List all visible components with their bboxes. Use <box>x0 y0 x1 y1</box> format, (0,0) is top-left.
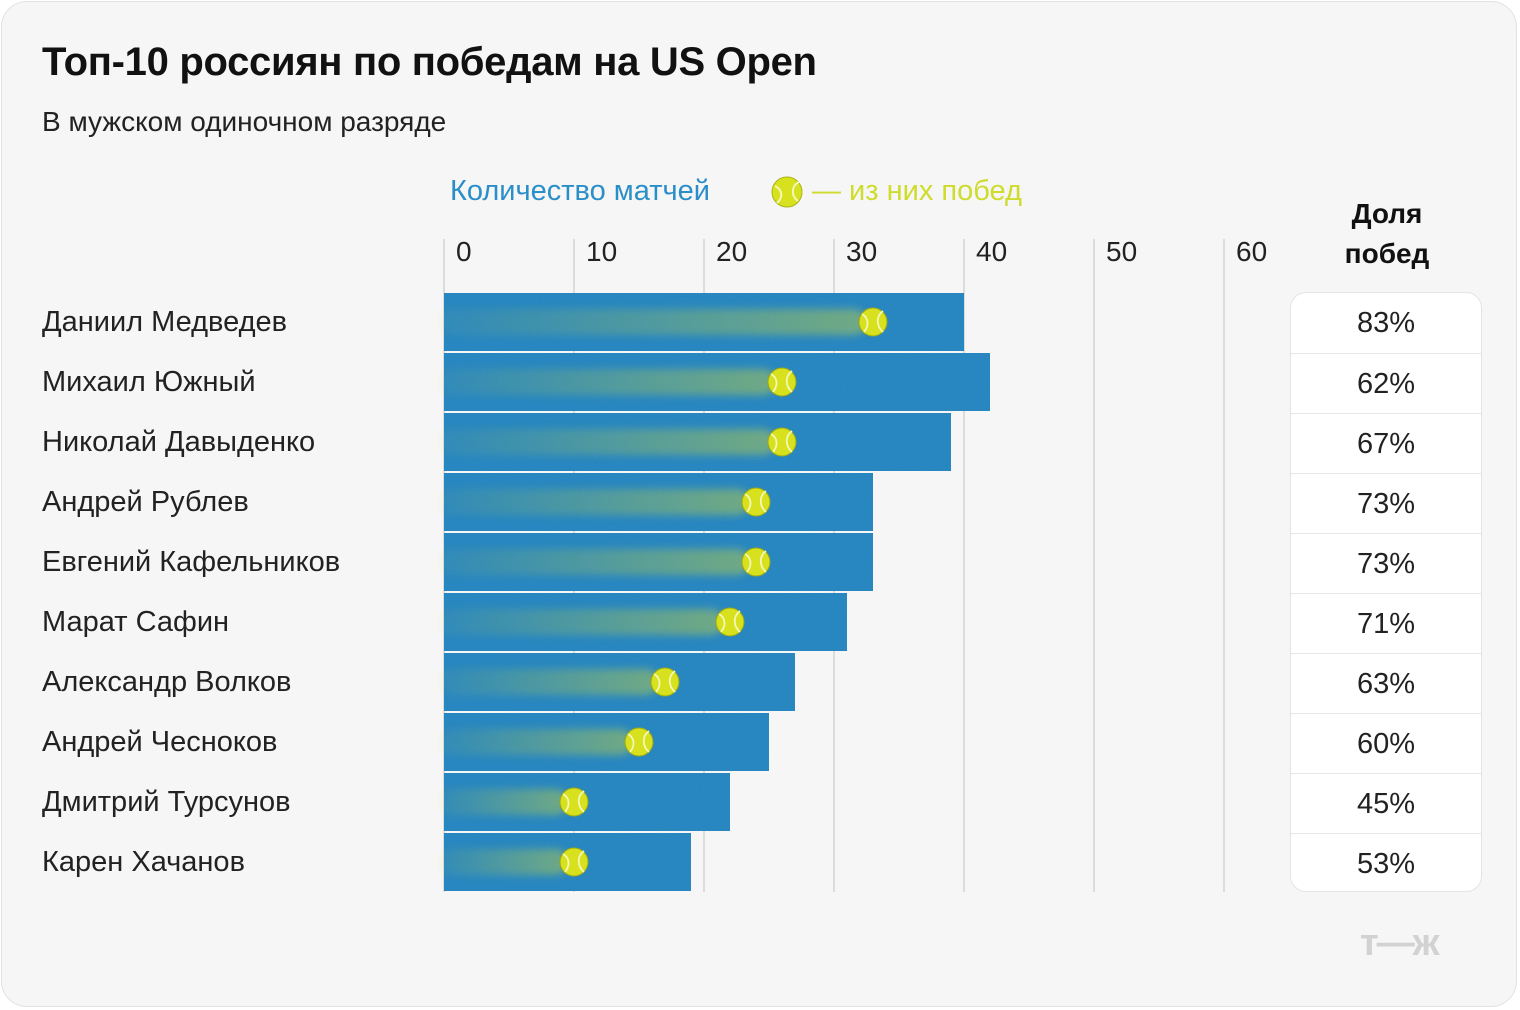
x-tick-label-50: 50 <box>1106 236 1138 267</box>
ball-wins-0 <box>858 307 888 337</box>
player-name-4: Евгений Кафельников <box>42 546 341 578</box>
ball-trail-6 <box>438 669 659 695</box>
player-name-7: Андрей Чесноков <box>42 726 278 758</box>
ball-wins-4 <box>741 547 771 577</box>
win-share-value-0: 83% <box>1356 307 1416 339</box>
win-share-header-line1: Доля <box>1351 198 1423 229</box>
ball-trail-0 <box>438 309 867 335</box>
x-tick-label-40: 40 <box>976 236 1008 267</box>
ball-trail-2 <box>438 429 776 455</box>
x-tick-label-30: 30 <box>846 236 878 267</box>
ball-trail-8 <box>438 789 568 815</box>
player-name-9: Карен Хачанов <box>42 846 245 878</box>
ball-wins-8 <box>559 787 589 817</box>
player-name-1: Михаил Южный <box>42 366 256 398</box>
ball-trail-9 <box>438 849 568 875</box>
player-name-8: Дмитрий Турсунов <box>42 786 291 818</box>
player-name-0: Даниил Медведев <box>42 306 288 338</box>
ball-trail-5 <box>438 609 724 635</box>
win-share-value-5: 71% <box>1291 593 1481 653</box>
x-tick-label-20: 20 <box>716 236 748 267</box>
ball-trail-1 <box>438 369 776 395</box>
player-name-6: Александр Волков <box>42 666 292 698</box>
win-share-header-line2: побед <box>1344 238 1430 269</box>
x-tick-label-60: 60 <box>1236 236 1268 267</box>
win-share-value-1: 62% <box>1291 353 1481 413</box>
ball-trail-3 <box>438 489 750 515</box>
ball-wins-2 <box>767 427 797 457</box>
win-share-value-4: 73% <box>1291 533 1481 593</box>
player-name-3: Андрей Рублев <box>42 486 249 518</box>
win-share-table: 83% 62% 67% 73% 73% 71% 63% 60% 45% 53% <box>1290 292 1482 892</box>
ball-trail-7 <box>438 729 633 755</box>
win-share-value-8: 45% <box>1291 773 1481 833</box>
win-share-header: Доля побед <box>1292 194 1482 274</box>
player-name-5: Марат Сафин <box>42 606 230 638</box>
publisher-logo: т—ж <box>1360 922 1440 964</box>
ball-wins-7 <box>624 727 654 757</box>
player-name-2: Николай Давыденко <box>42 426 316 458</box>
ball-wins-1 <box>767 367 797 397</box>
win-share-value-2: 67% <box>1291 413 1481 473</box>
win-share-value-7: 60% <box>1291 713 1481 773</box>
ball-wins-9 <box>559 847 589 877</box>
legend-wins-label: — из них побед <box>812 175 1022 207</box>
chart-title: Топ-10 россиян по победам на US Open <box>42 40 817 84</box>
win-share-value-9: 53% <box>1291 833 1481 891</box>
ball-wins-3 <box>741 487 771 517</box>
chart-subtitle: В мужском одиночном разряде <box>42 106 447 137</box>
tennis-ball-icon <box>771 176 803 208</box>
ball-wins-5 <box>715 607 745 637</box>
x-tick-label-0: 0 <box>456 236 472 267</box>
legend-matches-label: Количество матчей <box>450 175 710 207</box>
win-share-value-3: 73% <box>1291 473 1481 533</box>
ball-trail-4 <box>438 549 750 575</box>
x-tick-label-10: 10 <box>586 236 618 267</box>
win-share-value-6: 63% <box>1291 653 1481 713</box>
ball-wins-6 <box>650 667 680 697</box>
